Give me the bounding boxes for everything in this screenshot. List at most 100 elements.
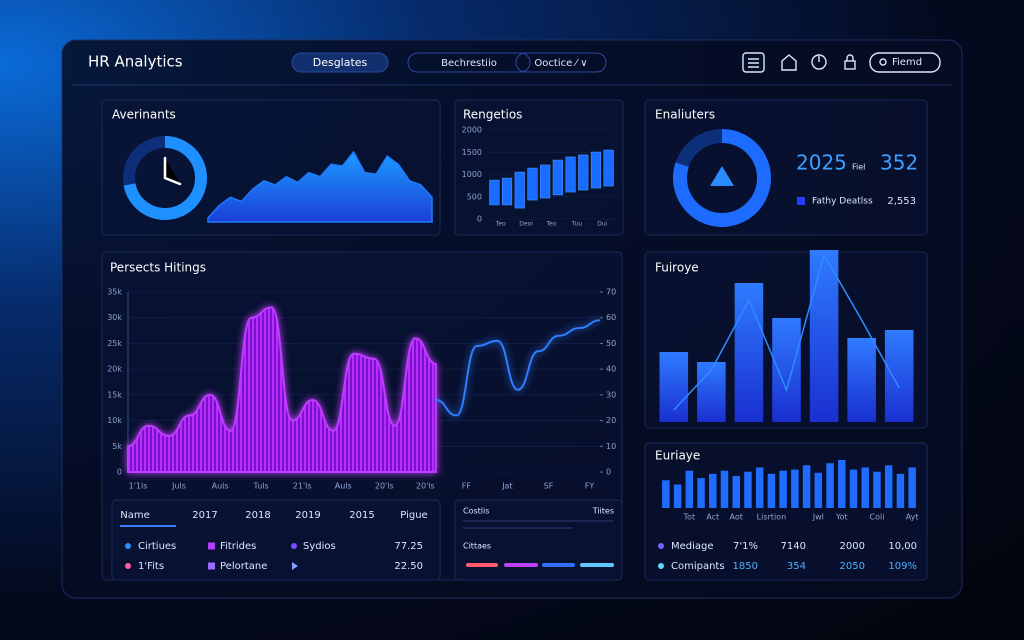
x-tick-label: Auls bbox=[212, 482, 229, 491]
x-tick-label: Auls bbox=[335, 482, 352, 491]
bar bbox=[709, 473, 717, 508]
bar bbox=[896, 473, 905, 508]
y2-tick-label: 40 bbox=[606, 365, 616, 374]
bar bbox=[732, 476, 740, 508]
bar bbox=[514, 171, 525, 209]
app-title: HR Analytics bbox=[88, 53, 183, 71]
stat-cell: Comipants bbox=[671, 561, 725, 572]
x-tick-label: Tuls bbox=[253, 482, 269, 491]
lock-icon[interactable] bbox=[844, 60, 856, 70]
y-tick-label: 0 bbox=[117, 468, 122, 477]
x-tick-label: Tuu bbox=[571, 221, 583, 228]
tab-label[interactable]: Desglates bbox=[313, 56, 368, 69]
y-tick-label: 20k bbox=[107, 365, 122, 374]
tab[interactable] bbox=[407, 52, 531, 73]
bar bbox=[908, 467, 916, 508]
y2-tick-label: 30 bbox=[606, 390, 616, 399]
placeholder-lines bbox=[463, 520, 613, 529]
x-tick-label: FY bbox=[585, 482, 595, 491]
bar bbox=[673, 484, 682, 508]
legend-swatch bbox=[797, 197, 805, 205]
x-tick-label: 1'1ls bbox=[129, 482, 148, 491]
gauge-icon bbox=[710, 166, 734, 186]
x-tick-label: 20'ls bbox=[375, 482, 394, 491]
panel-title: Enaliuters bbox=[655, 108, 715, 122]
panel-title: Persects Hitings bbox=[110, 261, 206, 275]
caption: Cittaes bbox=[463, 542, 491, 551]
bar bbox=[838, 460, 846, 508]
x-tick-label: Teo bbox=[495, 221, 506, 228]
home-icon[interactable] bbox=[781, 54, 797, 71]
bar bbox=[590, 151, 602, 189]
panel-title: Fuiroye bbox=[655, 261, 699, 275]
kpi: 2025 bbox=[796, 151, 847, 175]
area bbox=[207, 150, 433, 223]
bar bbox=[809, 250, 839, 422]
y-tick-label: 25k bbox=[107, 339, 122, 348]
y-tick-label: 5k bbox=[112, 442, 122, 451]
y2-tick-label: 50 bbox=[606, 339, 616, 348]
row-tag: Sydios bbox=[303, 541, 336, 552]
legend-bar bbox=[542, 563, 575, 567]
legend-value: 2,553 bbox=[887, 196, 916, 207]
button-label[interactable]: Fiemd bbox=[892, 57, 922, 68]
area bbox=[127, 306, 437, 473]
y2-tick-label: 0 bbox=[606, 468, 611, 477]
table-header: 2018 bbox=[245, 510, 270, 521]
bar bbox=[814, 472, 823, 508]
row-dot bbox=[658, 563, 664, 569]
user-button[interactable] bbox=[869, 52, 941, 73]
bar bbox=[662, 480, 670, 508]
table-header: Pigue bbox=[400, 510, 427, 521]
bar bbox=[527, 167, 538, 201]
y-tick-label: 500 bbox=[467, 192, 482, 201]
legend-bar bbox=[504, 563, 538, 567]
legend-label: Fathy Deatlss bbox=[812, 197, 873, 207]
tab[interactable] bbox=[515, 52, 607, 73]
stat-cell: 7'1% bbox=[733, 541, 758, 552]
arrow-icon bbox=[292, 562, 298, 570]
trend-line bbox=[673, 253, 900, 411]
clock-hands bbox=[163, 156, 182, 186]
bar bbox=[659, 352, 689, 422]
x-tick-label: 20'ls bbox=[416, 482, 435, 491]
bar bbox=[767, 473, 776, 508]
table-header: Name bbox=[120, 510, 150, 521]
tab-label[interactable]: Bechrestiio bbox=[441, 58, 497, 69]
bar bbox=[501, 177, 513, 206]
tab[interactable] bbox=[291, 52, 389, 73]
row-value: 77.25 bbox=[394, 541, 423, 552]
x-tick-label: Yot bbox=[835, 513, 848, 522]
x-tick-label: Act bbox=[706, 513, 719, 522]
legend-panel bbox=[454, 499, 623, 581]
y-tick-label: 1000 bbox=[462, 170, 482, 179]
bar bbox=[873, 471, 881, 508]
x-tick-label: Jat bbox=[501, 482, 512, 491]
panel bbox=[644, 442, 928, 581]
bar bbox=[697, 362, 726, 422]
row-name: Cirtiues bbox=[138, 541, 176, 552]
stat-cell: 354 bbox=[787, 561, 806, 572]
row-name: 1'Fits bbox=[138, 561, 164, 572]
bar bbox=[884, 330, 914, 422]
line bbox=[435, 319, 601, 417]
bar bbox=[884, 465, 893, 508]
panel-subtitle: Tiites bbox=[592, 507, 614, 516]
row-dot bbox=[291, 543, 297, 549]
kpi-unit: Fiel bbox=[852, 163, 865, 172]
stat-cell: 10,00 bbox=[888, 541, 917, 552]
power-icon[interactable] bbox=[811, 54, 827, 70]
y-tick-label: 30k bbox=[107, 313, 122, 322]
row-dot bbox=[658, 543, 664, 549]
gauge-arc bbox=[673, 129, 771, 227]
bar bbox=[772, 318, 801, 422]
x-tick-label: Deoi bbox=[519, 221, 533, 228]
toolbar bbox=[742, 52, 941, 73]
y-tick-label: 35k bbox=[107, 288, 122, 297]
legend-bar bbox=[466, 563, 498, 567]
menu-icon[interactable] bbox=[742, 52, 765, 73]
panel-title: Rengetios bbox=[463, 108, 522, 122]
y-tick-label: 2000 bbox=[462, 126, 482, 135]
tab-label[interactable]: Ooctice ⁄ ∨ bbox=[534, 58, 587, 69]
